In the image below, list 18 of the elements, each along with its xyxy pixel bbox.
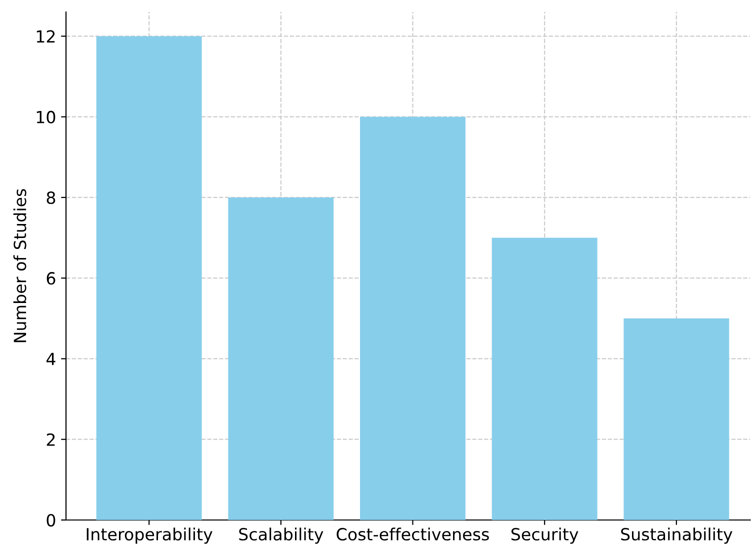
bar [228, 197, 334, 520]
y-tick-label: 2 [46, 433, 55, 446]
y-tick-label: 0 [46, 514, 56, 527]
x-tick-label: Security [511, 528, 578, 544]
y-tick-label: 6 [46, 272, 56, 285]
bar [492, 238, 598, 520]
y-axis-title: Number of Studies [13, 189, 26, 342]
y-tick-label: 4 [46, 352, 56, 366]
y-tick-label: 10 [36, 110, 56, 124]
x-tick-label: Interoperability [86, 528, 212, 544]
bar [96, 36, 202, 520]
y-tick-label: 8 [46, 191, 56, 204]
x-tick-label: Scalability [239, 528, 324, 544]
x-tick-label: Cost-effectiveness [336, 528, 489, 541]
x-tick-label: Sustainability [621, 528, 732, 544]
bar [624, 318, 730, 520]
bar [360, 116, 466, 520]
y-tick-label: 12 [36, 30, 55, 43]
